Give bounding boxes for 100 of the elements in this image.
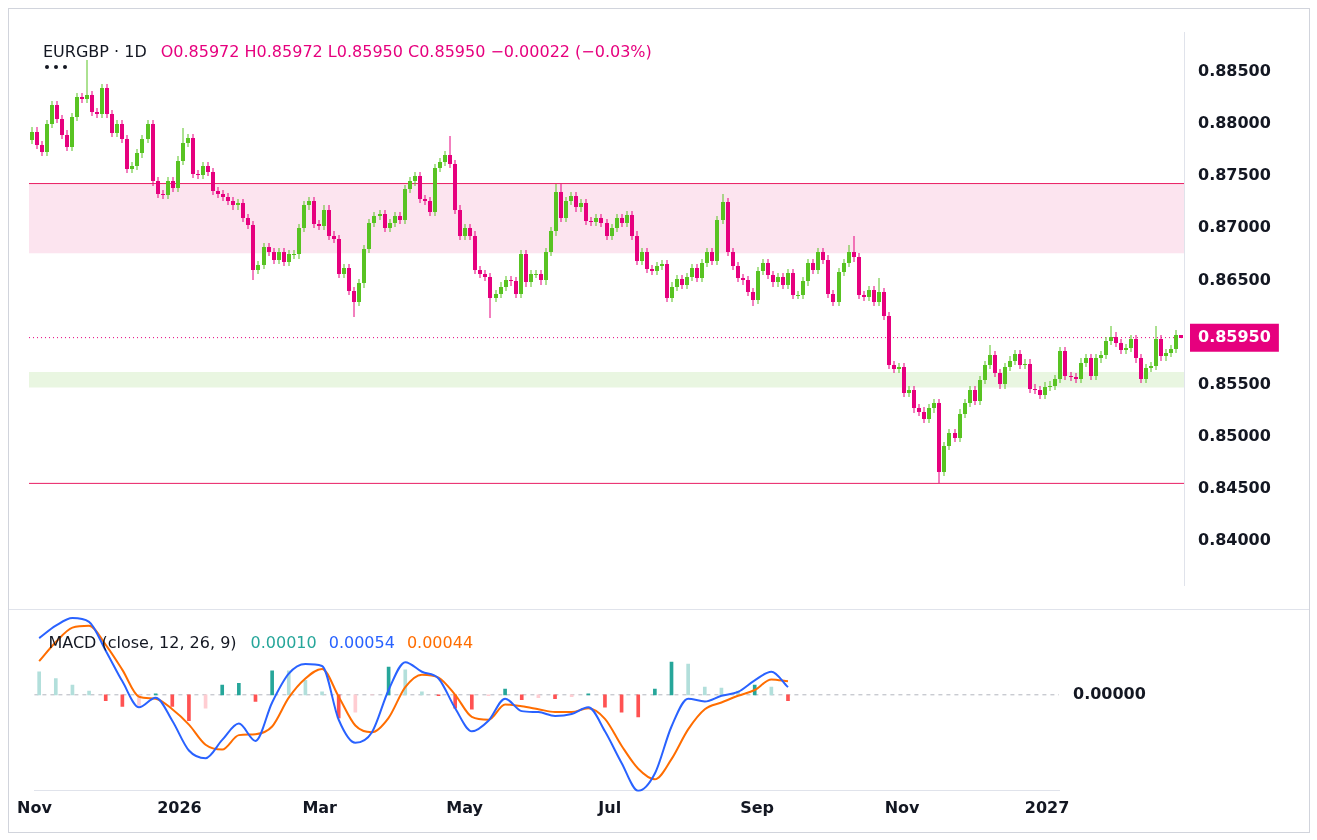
x-tick-label: Jul <box>597 797 622 817</box>
bar <box>569 694 574 698</box>
candlestick <box>312 196 316 229</box>
candlestick <box>302 200 306 233</box>
candlestick <box>821 247 825 265</box>
candlestick <box>231 196 235 211</box>
candlestick <box>1048 380 1052 392</box>
candlestick <box>509 275 513 287</box>
candlestick <box>494 289 498 303</box>
candlestick <box>115 119 119 138</box>
candlestick <box>791 268 795 300</box>
candlestick <box>579 198 583 213</box>
candlestick <box>751 287 755 307</box>
candlestick <box>60 114 64 140</box>
candlestick <box>307 196 311 211</box>
candlestick <box>998 368 1002 390</box>
candlestick <box>958 408 962 443</box>
candlestick <box>907 385 911 398</box>
candlestick <box>1089 353 1093 381</box>
candlestick <box>514 276 518 299</box>
candlestick <box>968 385 972 408</box>
candlestick <box>847 244 851 268</box>
x-tick-label: May <box>446 797 484 817</box>
candlestick <box>55 100 59 124</box>
candlestick <box>352 286 356 318</box>
candlestick <box>806 258 810 287</box>
candlestick <box>423 194 427 206</box>
bar <box>603 694 607 708</box>
candlestick <box>146 119 150 144</box>
candlestick <box>130 161 134 174</box>
candlestick <box>499 281 503 299</box>
candlestick <box>569 191 573 206</box>
candlestick <box>35 126 39 150</box>
candlestick <box>1164 348 1168 362</box>
bar <box>87 690 91 696</box>
y-tick-label: 0.85000 <box>1198 425 1271 445</box>
candlestick <box>443 150 447 167</box>
candlestick <box>922 406 926 424</box>
candlestick <box>1033 383 1037 395</box>
bar <box>469 694 474 710</box>
annotation: 0.00010 <box>250 633 317 653</box>
candlestick <box>322 204 326 231</box>
candlestick <box>262 242 266 270</box>
ref-line-label: 0.85950 <box>1198 326 1271 346</box>
candlestick <box>277 247 281 265</box>
candlestick <box>1094 353 1098 381</box>
candlestick <box>468 223 472 241</box>
candlestick <box>993 350 997 378</box>
candlestick <box>872 285 876 307</box>
bar <box>270 670 274 696</box>
candlestick <box>655 261 659 276</box>
candlestick <box>1124 343 1128 355</box>
y-tick-label: 0.87000 <box>1198 217 1271 237</box>
candlestick <box>932 398 936 414</box>
candlestick <box>1174 329 1178 354</box>
candlestick <box>630 210 634 241</box>
x-tick-label: 2026 <box>157 797 202 817</box>
candlestick <box>675 274 679 292</box>
candlestick <box>816 247 820 275</box>
candlestick <box>700 258 704 283</box>
candlestick <box>166 176 170 200</box>
bar <box>503 688 507 696</box>
candlestick <box>862 290 866 302</box>
candlestick <box>564 196 568 223</box>
candlestick <box>660 259 664 271</box>
x-tick-label: Nov <box>17 797 53 817</box>
candlestick <box>781 272 785 290</box>
candlestick <box>388 218 392 233</box>
candlestick <box>226 192 230 206</box>
candlestick <box>504 275 508 292</box>
text: O0.85972 H0.85972 L0.85950 C0.85950 −0.00022 (−0.03%) <box>160 41 652 61</box>
x-tick-label: Nov <box>884 797 921 817</box>
candlestick <box>670 281 674 303</box>
annotation: 0.00044 <box>406 633 474 653</box>
bar <box>653 688 657 696</box>
candlestick <box>171 176 175 193</box>
candlestick <box>1053 374 1057 391</box>
candlestick <box>40 140 44 157</box>
candlestick <box>776 272 780 288</box>
candlestick <box>181 127 185 166</box>
bar <box>170 694 175 707</box>
candlestick <box>1144 363 1148 384</box>
candlestick <box>1023 358 1027 370</box>
candlestick <box>963 398 967 419</box>
y-tick-label: 0.87500 <box>1198 165 1271 185</box>
annotation: 0.00054 <box>328 633 395 653</box>
candlestick <box>1159 334 1163 362</box>
candlestick <box>206 161 210 177</box>
candlestick <box>1074 372 1078 384</box>
candlestick <box>75 92 79 122</box>
candlestick <box>110 109 114 138</box>
bar <box>187 694 191 722</box>
candlestick <box>1104 336 1108 360</box>
text: EURGBP · 1D <box>43 41 147 61</box>
candlestick <box>574 191 578 213</box>
candlestick <box>746 275 750 297</box>
candlestick <box>927 403 931 424</box>
candlestick <box>1008 355 1012 372</box>
candlestick <box>831 289 835 307</box>
candlestick <box>332 230 336 244</box>
